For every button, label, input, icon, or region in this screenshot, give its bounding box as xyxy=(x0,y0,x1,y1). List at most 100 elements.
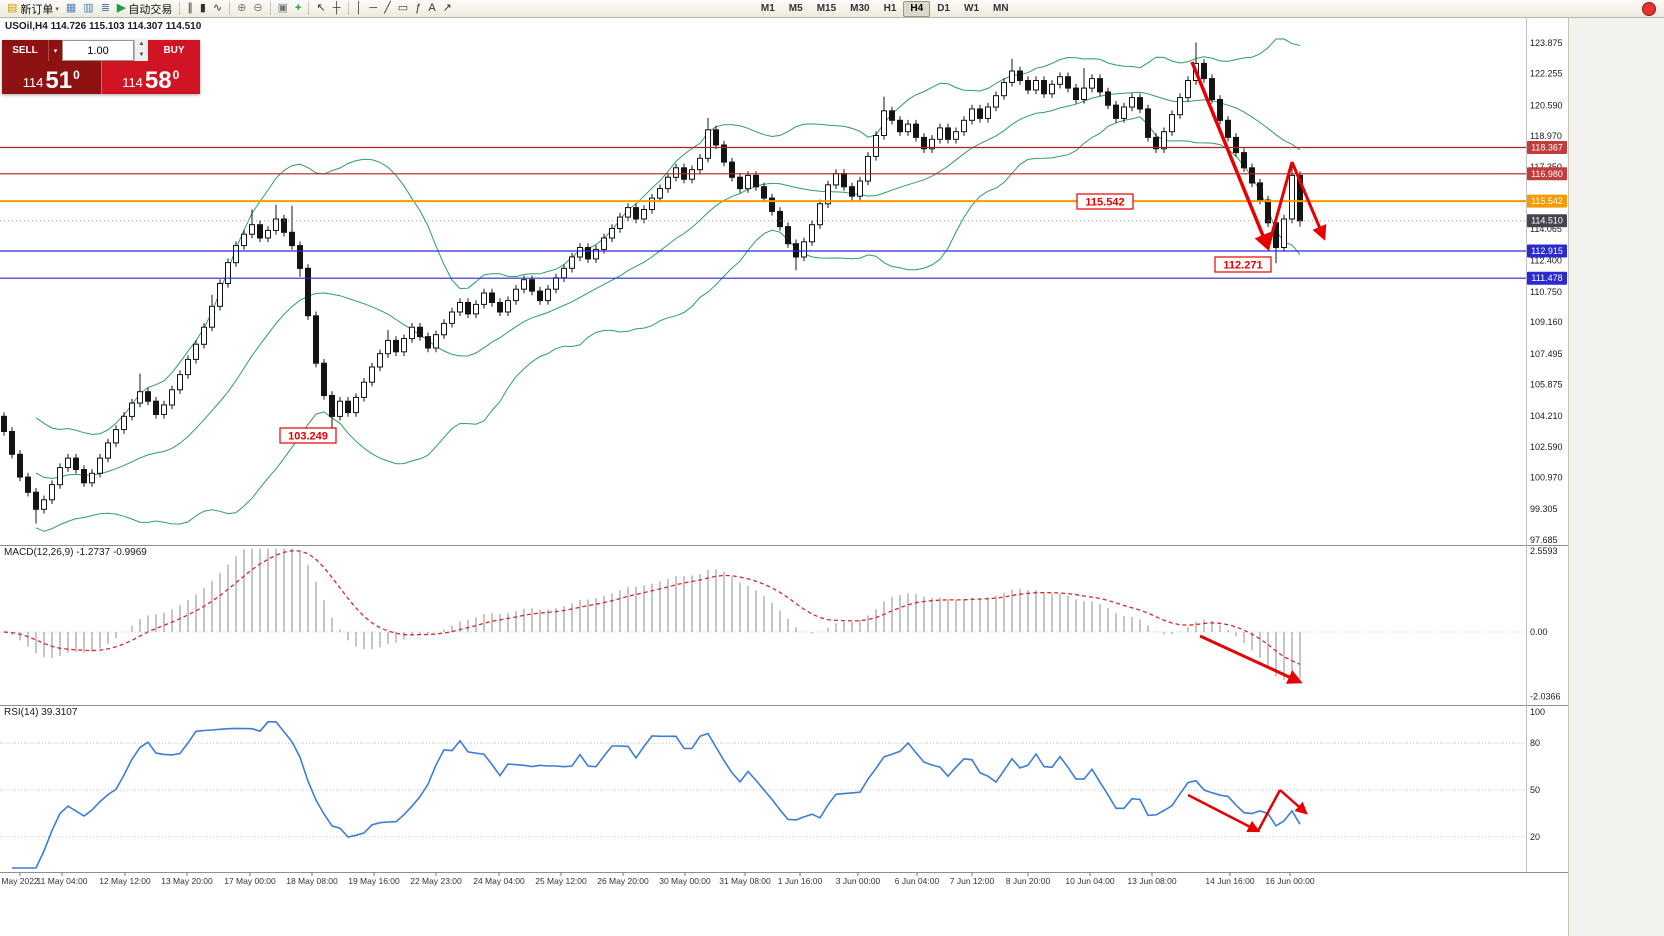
candle-body xyxy=(233,245,239,264)
text-button[interactable]: A xyxy=(425,1,438,17)
candle-body xyxy=(321,362,327,397)
candle-body xyxy=(73,457,79,471)
candle-body xyxy=(33,491,39,510)
candle-body xyxy=(9,431,15,455)
candle-body xyxy=(1097,78,1103,93)
price-scale-highlight-label: 116.980 xyxy=(1531,169,1563,179)
candle-body xyxy=(393,339,399,353)
date-label: 13 Jun 08:00 xyxy=(1127,876,1176,886)
candle-body xyxy=(1073,87,1079,100)
crosshair-button[interactable]: ┼ xyxy=(330,1,344,17)
macd-panel: 2.5593 0.00 -2.0366 xyxy=(0,546,1561,701)
window-tile-button[interactable]: ▥ xyxy=(80,1,96,17)
trend-arrow[interactable] xyxy=(1290,161,1327,241)
candle-body xyxy=(361,381,367,398)
candle-body xyxy=(1137,97,1143,110)
annotations[interactable]: 115.542 112.271 103.249 xyxy=(279,61,1327,833)
date-label: 17 May 00:00 xyxy=(224,876,276,886)
candle-body xyxy=(249,224,255,235)
candle-body xyxy=(1129,97,1135,108)
candle-body xyxy=(1217,99,1223,121)
buy-button[interactable]: BUY xyxy=(148,40,200,61)
new-order-button[interactable]: ▤ 新订单 ▾ xyxy=(4,1,62,17)
fibonacci-button[interactable]: ƒ xyxy=(412,1,424,17)
candle-body xyxy=(113,429,119,444)
price-scale-label: 117.350 xyxy=(1530,162,1562,172)
candle-body xyxy=(433,334,439,349)
candle-body xyxy=(505,300,511,313)
timeframe-H1[interactable]: H1 xyxy=(883,2,897,14)
price-callout-box[interactable] xyxy=(1076,193,1134,210)
arrow-button[interactable]: ↗ xyxy=(440,1,455,17)
candle-body xyxy=(1265,199,1271,224)
price-callout-box[interactable] xyxy=(279,427,337,444)
timeframe-D1[interactable]: D1 xyxy=(937,2,950,14)
trend-arrow[interactable] xyxy=(1199,634,1303,684)
right-panel-strip xyxy=(1568,18,1664,936)
navigator-button[interactable]: ≣ xyxy=(98,1,113,17)
trend-arrow[interactable] xyxy=(1187,793,1261,833)
autotrading-button[interactable]: ▶ 自动交易 xyxy=(114,1,175,17)
toolbar-separator xyxy=(308,2,310,15)
trendline-button[interactable]: ╱ xyxy=(381,1,394,17)
timeframe-W1[interactable]: W1 xyxy=(964,2,979,14)
candle-body xyxy=(1009,70,1015,83)
candle-body xyxy=(89,472,95,484)
horizontal-lines[interactable] xyxy=(0,146,1526,279)
trend-arrow[interactable] xyxy=(1279,789,1308,815)
cursor-button[interactable]: ↖ xyxy=(313,1,328,17)
zoom-in-button[interactable]: ⊕ xyxy=(234,1,249,17)
horizontal-line-button[interactable]: ─ xyxy=(366,1,380,17)
bollinger-middle-line xyxy=(35,91,1301,479)
sell-price[interactable]: 114 51 0 xyxy=(2,61,101,94)
spin-up-icon[interactable]: ▲ xyxy=(138,41,145,47)
date-label: 11 May 04:00 xyxy=(37,876,88,886)
chart-profile-icon: ▦ xyxy=(65,2,77,14)
notification-badge[interactable] xyxy=(1642,1,1656,16)
candle-body xyxy=(1065,76,1071,89)
trend-arrow[interactable] xyxy=(1266,161,1294,249)
date-label: 18 May 08:00 xyxy=(286,876,338,886)
tile-windows-button[interactable]: ▣ xyxy=(275,1,291,17)
line-chart-button[interactable]: ∿ xyxy=(210,1,225,17)
indicators-button[interactable]: + xyxy=(292,1,304,17)
candle-body xyxy=(1233,136,1239,154)
timeframe-M30[interactable]: M30 xyxy=(850,2,870,14)
candle-body xyxy=(657,188,663,199)
timeframe-MN[interactable]: MN xyxy=(993,2,1009,14)
one-click-trading-widget: SELL ▾ ▲ ▼ BUY 114 51 0 114 58 0 xyxy=(2,40,200,94)
sell-price-big: 114 xyxy=(22,75,44,91)
spin-down-icon[interactable]: ▼ xyxy=(138,51,145,58)
volume-input[interactable] xyxy=(63,41,133,60)
timeframe-M1[interactable]: M1 xyxy=(760,2,775,14)
timeframe-M15[interactable]: M15 xyxy=(816,2,837,14)
candle-body xyxy=(841,173,847,188)
candle-body xyxy=(129,402,135,417)
vertical-line-button[interactable]: │ xyxy=(353,1,366,17)
buy-price[interactable]: 114 58 0 xyxy=(100,61,200,94)
timeframe-group: M1 M5 M15 M30 H1 H4 D1 W1 MN xyxy=(754,0,1016,17)
timeframe-H4[interactable]: H4 xyxy=(903,0,931,17)
candle-body xyxy=(937,127,943,140)
volume-dropdown[interactable]: ▾ xyxy=(48,40,62,61)
buy-price-pips: 58 xyxy=(144,66,172,94)
price-callout-box[interactable] xyxy=(1214,256,1272,273)
sell-button[interactable]: SELL xyxy=(2,40,48,61)
trend-arrow[interactable] xyxy=(1256,789,1282,832)
candle-body xyxy=(881,110,887,137)
volume-stepper[interactable]: ▲ ▼ xyxy=(134,40,148,61)
trend-arrow[interactable] xyxy=(1190,61,1271,252)
price-scale-highlight xyxy=(1527,167,1567,181)
price-callout-label: 103.249 xyxy=(288,431,328,443)
zoom-out-button[interactable]: ⊖ xyxy=(250,1,265,17)
price-scale-label: 120.590 xyxy=(1530,100,1563,110)
candle-chart-button[interactable]: ▮ xyxy=(197,1,209,17)
candle-body xyxy=(857,180,863,197)
bars-chart-button[interactable]: ∥ xyxy=(184,1,196,17)
rsi-scale-label: 100 xyxy=(1530,707,1545,717)
chart-profile-button[interactable]: ▦ xyxy=(63,1,79,17)
timeframe-M5[interactable]: M5 xyxy=(788,2,803,14)
price-scale-highlight-label: 112.915 xyxy=(1531,246,1563,256)
channel-button[interactable]: ▭ xyxy=(395,1,411,17)
